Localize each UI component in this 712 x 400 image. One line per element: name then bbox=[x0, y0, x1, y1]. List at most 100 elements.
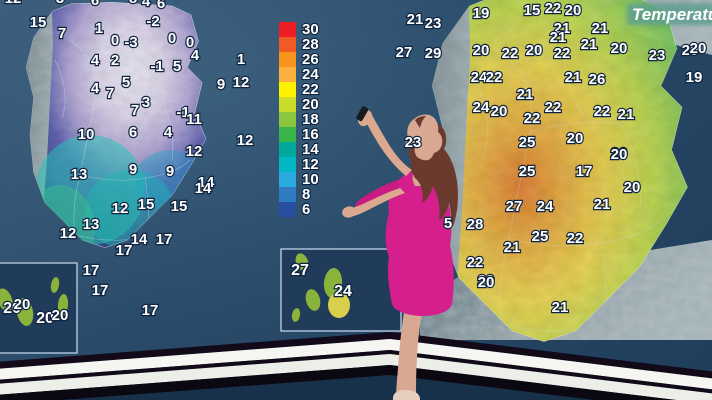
svg-text:1: 1 bbox=[237, 51, 245, 68]
svg-text:21: 21 bbox=[618, 106, 635, 123]
svg-text:4: 4 bbox=[91, 52, 100, 69]
svg-text:21: 21 bbox=[504, 239, 521, 256]
svg-text:17: 17 bbox=[576, 163, 593, 180]
svg-text:25: 25 bbox=[519, 163, 536, 180]
svg-text:21: 21 bbox=[565, 69, 582, 86]
svg-text:20: 20 bbox=[52, 307, 69, 324]
svg-text:24: 24 bbox=[334, 283, 352, 300]
svg-text:Temperatu: Temperatu bbox=[632, 5, 712, 24]
svg-text:17: 17 bbox=[92, 282, 109, 299]
svg-text:-1: -1 bbox=[150, 58, 163, 75]
svg-text:22: 22 bbox=[467, 254, 484, 271]
svg-text:3: 3 bbox=[56, 0, 64, 7]
svg-text:5: 5 bbox=[173, 58, 181, 75]
svg-text:25: 25 bbox=[519, 134, 536, 151]
svg-text:21: 21 bbox=[550, 29, 567, 46]
svg-text:13: 13 bbox=[83, 216, 100, 233]
svg-text:12: 12 bbox=[112, 200, 129, 217]
svg-text:17: 17 bbox=[142, 302, 159, 319]
svg-text:3: 3 bbox=[142, 94, 150, 111]
svg-text:15: 15 bbox=[171, 198, 188, 215]
svg-text:9: 9 bbox=[217, 76, 225, 93]
svg-text:20: 20 bbox=[473, 42, 490, 59]
svg-text:25: 25 bbox=[532, 228, 549, 245]
svg-text:9: 9 bbox=[166, 163, 174, 180]
svg-text:0: 0 bbox=[168, 30, 176, 47]
svg-text:21: 21 bbox=[407, 11, 424, 28]
svg-text:21: 21 bbox=[592, 20, 609, 37]
svg-text:11: 11 bbox=[186, 111, 202, 128]
svg-text:12: 12 bbox=[237, 132, 254, 149]
svg-text:-2: -2 bbox=[146, 13, 159, 30]
svg-text:17: 17 bbox=[83, 262, 100, 279]
svg-text:21: 21 bbox=[517, 86, 534, 103]
svg-text:20: 20 bbox=[690, 40, 707, 57]
svg-text:21: 21 bbox=[552, 299, 569, 316]
svg-text:27: 27 bbox=[506, 198, 523, 215]
svg-text:20: 20 bbox=[491, 103, 508, 120]
svg-text:27: 27 bbox=[396, 44, 413, 61]
svg-text:29: 29 bbox=[425, 45, 442, 62]
svg-text:4: 4 bbox=[191, 47, 200, 64]
svg-text:20: 20 bbox=[478, 274, 495, 291]
svg-text:19: 19 bbox=[686, 69, 703, 86]
svg-text:6: 6 bbox=[91, 0, 99, 9]
svg-text:19: 19 bbox=[473, 5, 490, 22]
svg-text:14: 14 bbox=[131, 231, 148, 248]
svg-text:12: 12 bbox=[186, 143, 203, 160]
svg-text:0: 0 bbox=[111, 32, 119, 49]
svg-text:1: 1 bbox=[95, 20, 103, 37]
svg-text:6: 6 bbox=[157, 0, 165, 12]
svg-text:4: 4 bbox=[142, 0, 151, 10]
svg-text:20: 20 bbox=[611, 146, 628, 163]
svg-text:24: 24 bbox=[537, 198, 554, 215]
svg-text:20: 20 bbox=[526, 42, 543, 59]
svg-text:22: 22 bbox=[554, 45, 571, 62]
svg-text:12: 12 bbox=[5, 0, 22, 7]
svg-text:20: 20 bbox=[567, 130, 584, 147]
svg-text:27: 27 bbox=[291, 262, 309, 279]
svg-text:23: 23 bbox=[405, 134, 422, 151]
svg-text:22: 22 bbox=[594, 103, 611, 120]
svg-text:28: 28 bbox=[467, 216, 484, 233]
svg-text:21: 21 bbox=[594, 196, 611, 213]
svg-text:22: 22 bbox=[502, 45, 519, 62]
svg-text:7: 7 bbox=[58, 25, 66, 42]
svg-text:4: 4 bbox=[91, 80, 100, 97]
svg-text:13: 13 bbox=[71, 166, 88, 183]
svg-text:14: 14 bbox=[195, 180, 212, 197]
svg-text:5: 5 bbox=[444, 215, 452, 232]
svg-text:6: 6 bbox=[302, 201, 310, 218]
svg-text:7: 7 bbox=[131, 102, 139, 119]
svg-text:15: 15 bbox=[30, 14, 47, 31]
svg-text:8: 8 bbox=[129, 0, 137, 7]
svg-text:20: 20 bbox=[624, 179, 641, 196]
svg-text:12: 12 bbox=[233, 74, 250, 91]
svg-text:9: 9 bbox=[129, 161, 137, 178]
svg-text:23: 23 bbox=[649, 47, 666, 64]
svg-text:15: 15 bbox=[138, 196, 155, 213]
svg-text:17: 17 bbox=[156, 231, 173, 248]
svg-text:23: 23 bbox=[425, 15, 442, 32]
svg-text:22: 22 bbox=[545, 0, 562, 17]
svg-text:21: 21 bbox=[581, 36, 598, 53]
svg-text:15: 15 bbox=[524, 2, 541, 19]
svg-text:2: 2 bbox=[111, 52, 119, 69]
svg-text:22: 22 bbox=[486, 69, 503, 86]
svg-text:12: 12 bbox=[60, 225, 77, 242]
svg-text:22: 22 bbox=[567, 230, 584, 247]
svg-text:5: 5 bbox=[122, 74, 130, 91]
svg-text:20: 20 bbox=[611, 40, 628, 57]
svg-text:6: 6 bbox=[129, 124, 137, 141]
svg-text:10: 10 bbox=[78, 126, 95, 143]
svg-text:26: 26 bbox=[589, 71, 606, 88]
svg-text:24: 24 bbox=[473, 99, 490, 116]
svg-text:17: 17 bbox=[116, 242, 133, 259]
svg-text:7: 7 bbox=[106, 85, 114, 102]
svg-text:-3: -3 bbox=[124, 34, 137, 51]
svg-text:22: 22 bbox=[524, 110, 541, 127]
svg-text:22: 22 bbox=[545, 99, 562, 116]
svg-text:20: 20 bbox=[565, 2, 582, 19]
svg-text:4: 4 bbox=[164, 124, 173, 141]
svg-text:20: 20 bbox=[14, 296, 31, 313]
